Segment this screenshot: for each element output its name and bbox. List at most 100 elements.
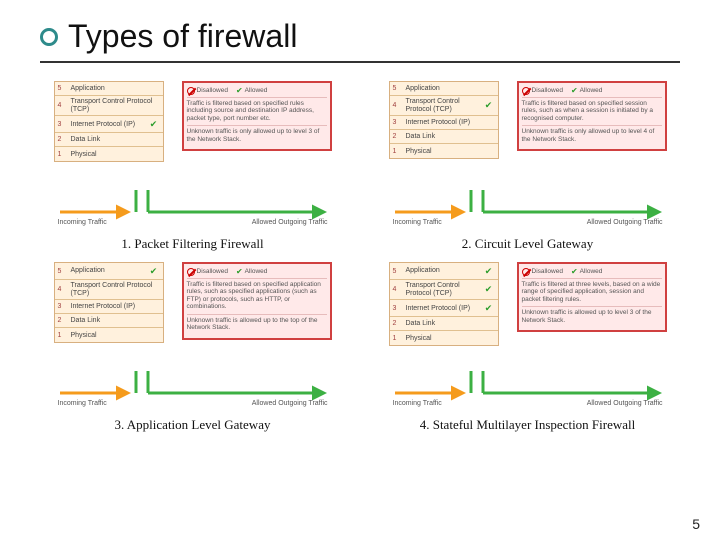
layer-label: Physical [406, 148, 495, 156]
allowed-icon: ✔ [571, 86, 578, 95]
layer-number: 1 [393, 148, 403, 155]
layer-number: 3 [393, 305, 403, 312]
panel: 5 Application✔ 4 Transport Control Protoc… [40, 258, 345, 433]
traffic-arrows: Incoming Traffic Allowed Outgoing Traffi… [58, 373, 328, 407]
disallowed-icon [187, 87, 195, 95]
stack-layer: 3 Internet Protocol (IP)✔ [390, 300, 498, 317]
layer-label: Transport Control Protocol (TCP) [71, 98, 160, 113]
panel-caption: 2. Circuit Level Gateway [462, 236, 593, 252]
stack-layer: 2 Data Link [390, 130, 498, 144]
panel-caption: 3. Application Level Gateway [115, 417, 271, 433]
layer-label: Internet Protocol (IP) [406, 119, 495, 127]
layer-number: 4 [393, 286, 403, 293]
page-title: Types of firewall [68, 18, 297, 55]
stack-layer: 3 Internet Protocol (IP)✔ [55, 116, 163, 133]
layer-number: 5 [393, 85, 403, 92]
stack-layer: 2 Data Link [55, 314, 163, 328]
rules-body: Traffic is filtered based on specified a… [187, 281, 327, 311]
check-icon: ✔ [483, 100, 495, 112]
network-stack-diagram: 5 Application4 Transport Control Protoco… [383, 77, 673, 232]
disallowed-icon [187, 268, 195, 276]
layer-label: Internet Protocol (IP) [71, 303, 160, 311]
stack-layer: 5 Application✔ [55, 263, 163, 280]
outgoing-label: Allowed Outgoing Traffic [587, 219, 663, 226]
stack-layer: 4 Transport Control Protocol (TCP) [55, 96, 163, 116]
layer-label: Physical [71, 151, 160, 159]
network-stack-diagram: 5 Application✔ 4 Transport Control Protoc… [48, 258, 338, 413]
incoming-label: Incoming Traffic [393, 219, 442, 226]
layer-label: Transport Control Protocol (TCP) [71, 282, 160, 297]
layer-label: Internet Protocol (IP) [406, 305, 481, 313]
disallowed-label: Disallowed [532, 268, 563, 275]
traffic-arrows: Incoming Traffic Allowed Outgoing Traffi… [58, 192, 328, 226]
disallowed-label: Disallowed [197, 87, 228, 94]
layer-number: 2 [393, 320, 403, 327]
layer-label: Transport Control Protocol (TCP) [406, 282, 481, 297]
layer-label: Physical [71, 332, 160, 340]
disallowed-label: Disallowed [197, 268, 228, 275]
network-stack-diagram: 5 Application✔4 Transport Control Protoc… [383, 258, 673, 413]
layer-number: 1 [58, 332, 68, 339]
layer-number: 1 [393, 335, 403, 342]
layer-label: Physical [406, 335, 495, 343]
title-underline [40, 61, 680, 63]
outgoing-label: Allowed Outgoing Traffic [252, 400, 328, 407]
layer-label: Data Link [71, 317, 160, 325]
stack-layer: 3 Internet Protocol (IP) [55, 300, 163, 314]
allowed-label: Allowed [245, 87, 268, 94]
traffic-arrows: Incoming Traffic Allowed Outgoing Traffi… [393, 192, 663, 226]
osi-stack: 5 Application✔4 Transport Control Protoc… [389, 262, 499, 346]
layer-number: 4 [58, 286, 68, 293]
layer-label: Transport Control Protocol (TCP) [406, 98, 481, 113]
stack-layer: 1 Physical [390, 331, 498, 345]
layer-number: 2 [393, 133, 403, 140]
rules-body: Traffic is filtered at three levels, bas… [522, 281, 662, 303]
layer-number: 2 [58, 136, 68, 143]
layer-number: 5 [393, 268, 403, 275]
layer-number: 2 [58, 317, 68, 324]
rules-foot: Unknown traffic is allowed up to the top… [187, 317, 327, 332]
allowed-icon: ✔ [571, 267, 578, 276]
layer-label: Application [71, 85, 160, 93]
layer-label: Application [406, 85, 495, 93]
diagram-grid: 5 Application4 Transport Control Protoco… [40, 77, 680, 433]
check-icon: ✔ [483, 265, 495, 277]
layer-number: 3 [58, 121, 68, 128]
stack-layer: 4 Transport Control Protocol (TCP)✔ [390, 96, 498, 116]
layer-label: Data Link [406, 133, 495, 141]
stack-layer: 1 Physical [55, 147, 163, 161]
rules-box: Disallowed ✔ Allowed Traffic is filtered… [517, 262, 667, 332]
disallowed-icon [522, 87, 530, 95]
osi-stack: 5 Application4 Transport Control Protoco… [54, 81, 164, 162]
stack-layer: 5 Application [55, 82, 163, 96]
traffic-arrows: Incoming Traffic Allowed Outgoing Traffi… [393, 373, 663, 407]
panel: 5 Application4 Transport Control Protoco… [375, 77, 680, 252]
osi-stack: 5 Application✔ 4 Transport Control Protoc… [54, 262, 164, 343]
stack-layer: 2 Data Link [55, 133, 163, 147]
rules-foot: Unknown traffic is allowed up to level 3… [522, 309, 662, 324]
incoming-label: Incoming Traffic [393, 400, 442, 407]
rules-box: Disallowed ✔ Allowed Traffic is filtered… [182, 262, 332, 340]
layer-number: 5 [58, 268, 68, 275]
layer-number: 5 [58, 85, 68, 92]
stack-layer: 3 Internet Protocol (IP) [390, 116, 498, 130]
panel: 5 Application4 Transport Control Protoco… [40, 77, 345, 252]
layer-number: 3 [393, 119, 403, 126]
check-icon: ✔ [148, 118, 160, 130]
layer-label: Data Link [71, 136, 160, 144]
check-icon: ✔ [483, 284, 495, 296]
stack-layer: 2 Data Link [390, 317, 498, 331]
check-icon: ✔ [483, 302, 495, 314]
check-icon: ✔ [148, 265, 160, 277]
allowed-label: Allowed [580, 87, 603, 94]
rules-foot: Unknown traffic is only allowed up to le… [522, 128, 662, 143]
outgoing-label: Allowed Outgoing Traffic [252, 219, 328, 226]
rules-body: Traffic is filtered based on specified s… [522, 100, 662, 122]
stack-layer: 5 Application [390, 82, 498, 96]
layer-number: 4 [393, 102, 403, 109]
outgoing-label: Allowed Outgoing Traffic [587, 400, 663, 407]
layer-number: 1 [58, 151, 68, 158]
page-number: 5 [692, 516, 700, 532]
layer-number: 3 [58, 303, 68, 310]
disallowed-label: Disallowed [532, 87, 563, 94]
